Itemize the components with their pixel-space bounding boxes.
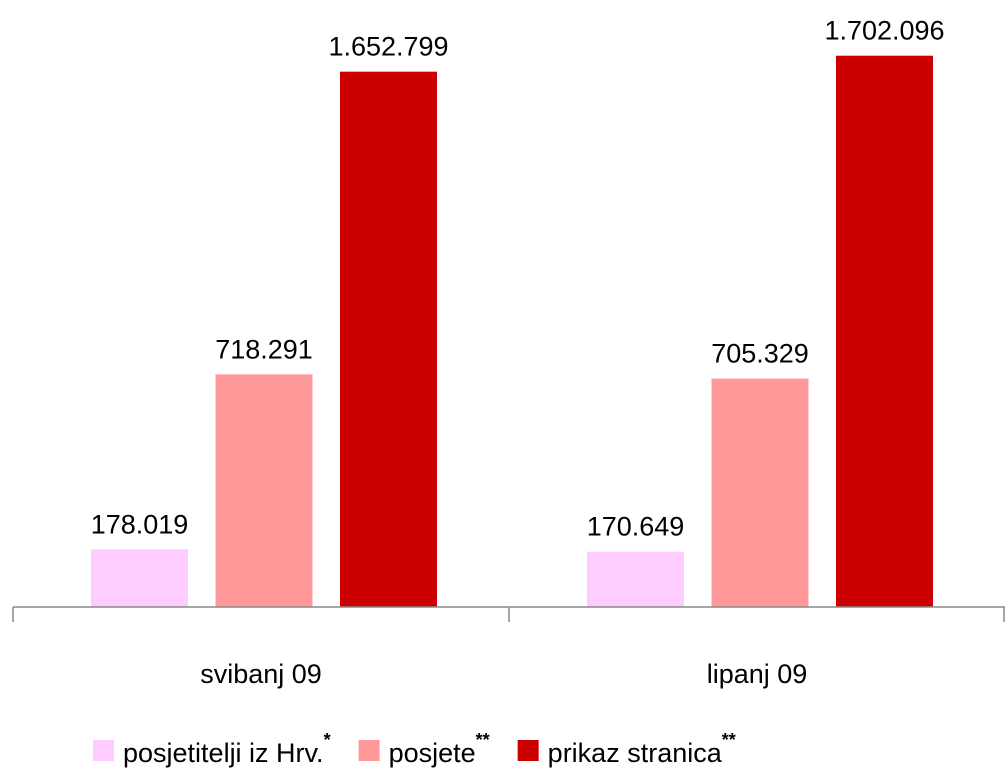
value-label: 718.291 <box>215 334 313 364</box>
bar <box>91 549 188 607</box>
legend-name: posjetitelji iz Hrv. <box>123 738 324 768</box>
x-tick-label: lipanj 09 <box>707 659 808 689</box>
value-label: 178.019 <box>91 509 189 539</box>
x-tick-label: svibanj 09 <box>200 659 322 689</box>
value-label: 1.702.096 <box>824 16 944 46</box>
bar <box>711 378 809 607</box>
value-label: 1.652.799 <box>328 32 448 62</box>
legend-footnote: * <box>324 730 331 750</box>
value-label: 705.329 <box>711 339 809 369</box>
legend-entry: posjetitelji iz Hrv.* <box>123 730 331 768</box>
legend-swatch <box>93 740 114 761</box>
legend-footnote: ** <box>722 730 736 750</box>
bar <box>836 55 933 607</box>
legend-swatch <box>517 740 539 761</box>
legend-swatch <box>358 740 380 761</box>
bar <box>215 374 313 607</box>
value-label: 170.649 <box>587 512 685 542</box>
bar <box>340 71 437 608</box>
legend-entry: posjete** <box>389 730 490 768</box>
legend-name: prikaz stranica <box>548 738 723 768</box>
legend-name: posjete <box>389 738 476 768</box>
legend-footnote: ** <box>476 730 490 750</box>
legend-entry: prikaz stranica** <box>548 730 736 768</box>
bar <box>587 551 684 607</box>
